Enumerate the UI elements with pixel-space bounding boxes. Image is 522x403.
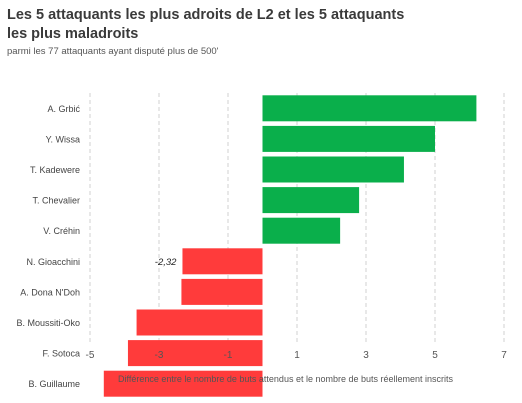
bar [262, 125, 435, 152]
x-tick-label: 5 [432, 350, 438, 361]
category-label: B. Guillaume [28, 379, 80, 389]
category-label: F. Sotoca [42, 349, 80, 359]
x-axis-title: Différence entre le nombre de buts atten… [118, 374, 454, 384]
data-label: -2,32 [155, 257, 177, 268]
bar [262, 187, 360, 214]
bar [127, 340, 263, 367]
x-tick-label: 1 [294, 350, 300, 361]
x-tick-label: 7 [501, 350, 507, 361]
category-label: T. Chevalier [32, 196, 80, 206]
x-tick-label: -1 [224, 350, 233, 361]
bar [182, 248, 263, 275]
chart-title: Les 5 attaquants les plus adroits de L2 … [7, 7, 405, 42]
x-tick-label: -3 [155, 350, 164, 361]
bar [262, 156, 404, 183]
chart-subtitle: parmi les 77 attaquants ayant disputé pl… [7, 46, 219, 57]
bar [181, 278, 263, 305]
category-label: A. Grbić [47, 104, 80, 114]
category-label: B. Moussiti-Oko [16, 318, 80, 328]
bar [262, 217, 341, 244]
x-tick-label: -5 [86, 350, 95, 361]
bar [103, 370, 263, 397]
category-label: V. Créhin [43, 226, 80, 236]
category-label: A. Dona N'Doh [20, 287, 80, 297]
category-label: Y. Wissa [46, 134, 80, 144]
category-label: N. Gioacchini [26, 257, 80, 267]
x-tick-label: 3 [363, 350, 369, 361]
bar [136, 309, 263, 336]
category-label: T. Kadewere [30, 165, 80, 175]
bar [262, 95, 477, 122]
